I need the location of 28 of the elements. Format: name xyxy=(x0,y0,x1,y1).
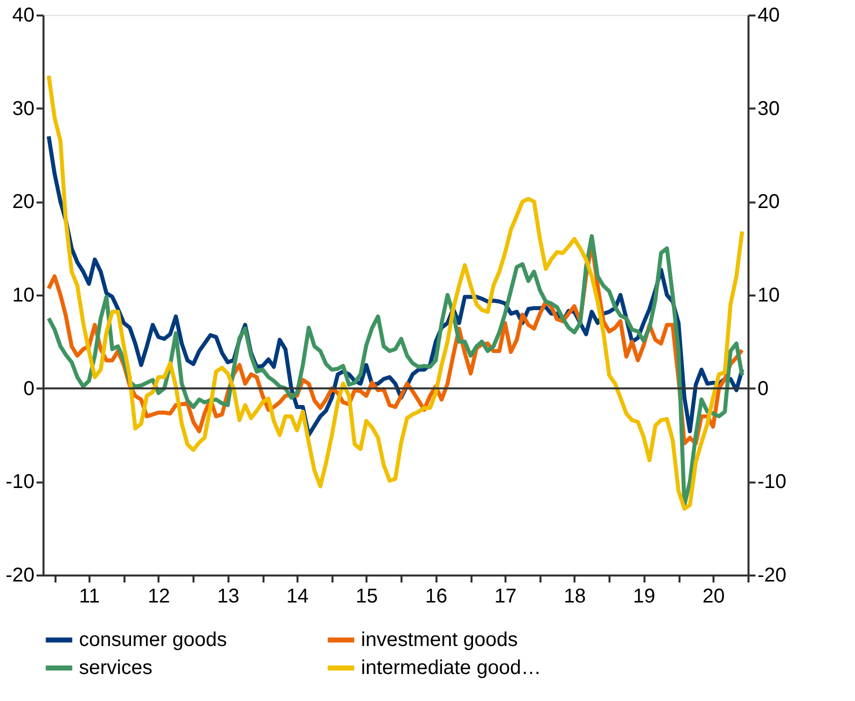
x-tick-label: 14 xyxy=(286,586,309,608)
y-tick-label: -20 xyxy=(6,564,34,586)
y2-tick-label: 20 xyxy=(758,191,780,214)
x-tick-label: 11 xyxy=(79,586,100,608)
x-tick-label: 18 xyxy=(564,586,586,608)
y-tick-label: -10 xyxy=(6,471,34,494)
y-tick-label: 40 xyxy=(12,4,34,26)
legend-label: investment goods xyxy=(361,629,518,651)
x-tick-label: 13 xyxy=(217,586,240,608)
legend-label: intermediate good… xyxy=(361,657,542,679)
x-tick-label: 17 xyxy=(494,586,517,608)
x-tick-label: 19 xyxy=(632,586,656,608)
y2-tick-label: 30 xyxy=(758,98,780,120)
x-tick-label: 20 xyxy=(702,586,725,608)
y2-tick-label: 40 xyxy=(758,4,780,26)
y2-tick-label: 0 xyxy=(758,378,769,400)
legend-label: services xyxy=(79,657,152,679)
y2-tick-label: -10 xyxy=(758,471,786,494)
y-tick-label: 10 xyxy=(12,284,34,306)
y-tick-label: 20 xyxy=(12,191,34,214)
y2-tick-label: 10 xyxy=(758,284,780,306)
y2-tick-label: -20 xyxy=(758,564,786,586)
x-tick-label: 12 xyxy=(148,586,170,608)
legend-label: consumer goods xyxy=(79,629,227,651)
y-tick-label: 0 xyxy=(23,378,34,400)
x-tick-label: 16 xyxy=(425,586,448,608)
x-tick-label: 15 xyxy=(356,586,378,608)
y-tick-label: 30 xyxy=(12,98,34,120)
